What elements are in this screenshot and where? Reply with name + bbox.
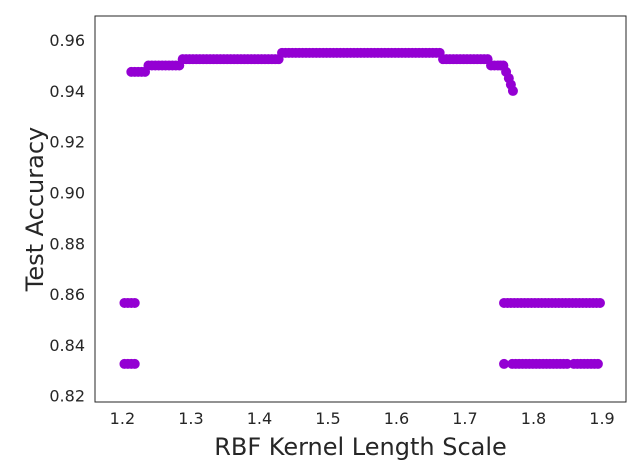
data-point xyxy=(129,358,140,369)
plot-area-frame xyxy=(94,15,627,403)
x-tick-label: 1.3 xyxy=(178,409,203,428)
y-tick-label: 0.84 xyxy=(49,336,85,355)
x-tick-label: 1.5 xyxy=(315,409,340,428)
y-tick-label: 0.96 xyxy=(49,31,85,50)
y-tick-label: 0.82 xyxy=(49,387,85,406)
y-tick-label: 0.92 xyxy=(49,133,85,152)
y-tick-label: 0.86 xyxy=(49,285,85,304)
data-point xyxy=(592,358,603,369)
y-axis-label: Test Accuracy xyxy=(21,127,49,292)
y-tick-label: 0.88 xyxy=(49,234,85,253)
data-point xyxy=(499,358,510,369)
x-tick-label: 1.7 xyxy=(452,409,477,428)
y-axis-ticks: 0.82 0.84 0.86 0.88 0.90 0.92 0.94 0.96 xyxy=(49,31,85,406)
x-tick-label: 1.9 xyxy=(589,409,614,428)
y-tick-label: 0.90 xyxy=(49,183,85,202)
data-point xyxy=(507,85,518,96)
x-tick-label: 1.8 xyxy=(521,409,546,428)
data-points xyxy=(119,47,605,369)
x-tick-label: 1.2 xyxy=(110,409,135,428)
data-point xyxy=(129,297,140,308)
data-point xyxy=(594,297,605,308)
x-tick-label: 1.4 xyxy=(247,409,272,428)
data-point xyxy=(562,358,573,369)
y-tick-label: 0.94 xyxy=(49,82,85,101)
x-axis-label: RBF Kernel Length Scale xyxy=(214,433,507,461)
x-tick-label: 1.6 xyxy=(384,409,409,428)
x-axis-ticks: 1.2 1.3 1.4 1.5 1.6 1.7 1.8 1.9 xyxy=(110,409,615,428)
